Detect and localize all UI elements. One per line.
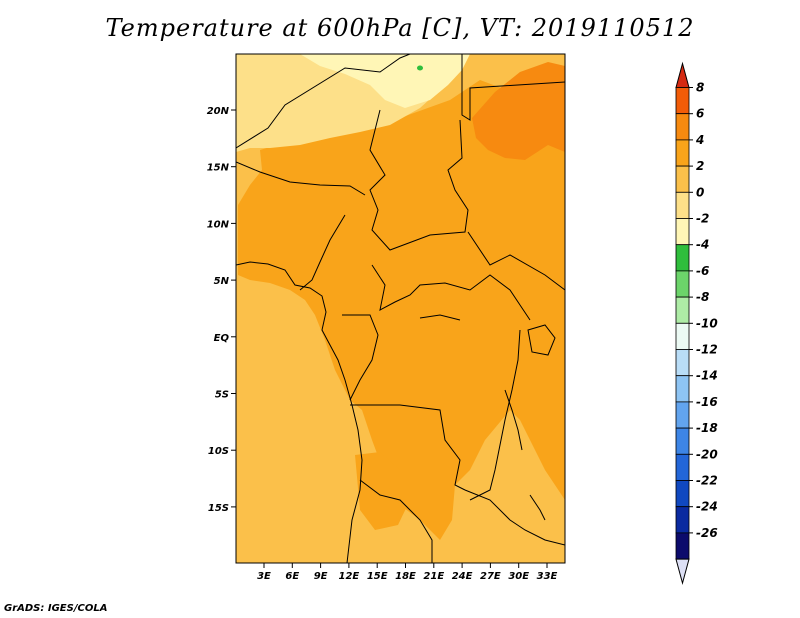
field-band-2-4-south <box>355 452 410 530</box>
colorbar-top-arrow <box>675 61 690 88</box>
lon-label: 33E <box>537 571 558 582</box>
lon-label: 6E <box>285 571 299 582</box>
colorbar-segment <box>675 322 690 350</box>
border-congo <box>342 314 379 401</box>
field-spot-minus6 <box>417 65 423 71</box>
border-zambia <box>464 489 565 546</box>
field-band-4-6 <box>472 62 565 160</box>
field-band-minus4-minus2 <box>300 54 470 108</box>
field-band-2-4 <box>238 80 565 540</box>
lat-label: 15S <box>208 503 229 514</box>
colorbar-segment <box>675 375 690 403</box>
lat-label: 20N <box>207 106 230 117</box>
lon-label: 12E <box>339 571 360 582</box>
lat-label: 10N <box>207 219 230 230</box>
colorbar-segment <box>675 218 690 246</box>
colorbar-segment <box>675 87 690 115</box>
lake-malawi <box>529 494 546 521</box>
colorbar-label: -22 <box>696 474 718 488</box>
colorbar-label: -4 <box>696 238 709 252</box>
colorbar-label: -24 <box>696 500 718 514</box>
lat-label: 5S <box>215 390 229 401</box>
colorbar-label: 4 <box>695 133 704 147</box>
colorbar-segment <box>675 191 690 219</box>
colorbar: 8 6 4 2 0 -2 -4 -6 -8 -10 -12 -14 -16 -18 -20 -22 -24 -26 <box>675 61 718 586</box>
grads-credit: GrADS: IGES/COLA <box>4 603 108 614</box>
colorbar-label: -10 <box>696 316 718 330</box>
border-sudan <box>467 231 565 291</box>
lon-label: 24E <box>452 571 473 582</box>
latitude-axis: 20N 15N 10N 5N EQ 5S 10S 15S <box>207 106 236 514</box>
lon-label: 15E <box>367 571 388 582</box>
colorbar-segment <box>675 139 690 167</box>
border-drc-angola <box>350 404 466 491</box>
lon-label: 21E <box>423 571 444 582</box>
lon-label: 9E <box>314 571 328 582</box>
lake-tanganyika <box>504 389 523 451</box>
border-north <box>236 54 411 149</box>
colorbar-label: 6 <box>696 107 704 121</box>
colorbar-segment <box>675 532 690 560</box>
lon-label: 30E <box>508 571 529 582</box>
lat-label: EQ <box>214 333 230 344</box>
colorbar-segment <box>675 296 690 324</box>
colorbar-bottom-arrow <box>675 558 690 586</box>
colorbar-segment <box>675 113 690 141</box>
border-chad <box>369 109 469 251</box>
colorbar-segment <box>675 401 690 429</box>
border-east-sahara <box>461 54 565 121</box>
lat-label: 5N <box>214 276 230 287</box>
border-car <box>371 264 531 321</box>
colorbar-label: -2 <box>696 212 709 226</box>
colorbar-segment <box>675 349 690 377</box>
temperature-field <box>236 54 565 563</box>
colorbar-segment <box>675 165 690 193</box>
colorbar-label: -20 <box>696 447 718 461</box>
colorbar-label: -8 <box>696 290 709 304</box>
lat-label: 15N <box>207 163 230 174</box>
colorbar-label: -18 <box>696 421 718 435</box>
border-nigeria-cameroon <box>299 214 346 291</box>
colorbar-label: 2 <box>696 159 704 173</box>
lon-label: 3E <box>257 571 271 582</box>
border-niger-nigeria <box>236 161 366 196</box>
lon-label: 18E <box>395 571 416 582</box>
colorbar-label: -14 <box>696 369 718 383</box>
country-borders <box>236 54 565 563</box>
map-title: Temperature at 600hPa [C], VT: 201911051… <box>105 14 695 42</box>
border-angola-south <box>359 479 433 563</box>
colorbar-segment <box>675 427 690 455</box>
colorbar-segment <box>675 506 690 534</box>
colorbar-label: 8 <box>696 81 704 95</box>
colorbar-segment <box>675 270 690 298</box>
river-congo <box>419 314 461 321</box>
colorbar-label: -6 <box>696 264 709 278</box>
colorbar-segment <box>675 453 690 481</box>
colorbar-segment <box>675 480 690 508</box>
colorbar-label: -12 <box>696 343 718 357</box>
colorbar-label: 0 <box>696 185 704 199</box>
colorbar-label: -26 <box>696 526 718 540</box>
colorbar-label: -16 <box>696 395 718 409</box>
lake-victoria <box>527 324 556 356</box>
lon-label: 27E <box>480 571 501 582</box>
lat-label: 10S <box>208 446 229 457</box>
border-drc-east <box>469 329 521 501</box>
colorbar-segment <box>675 244 690 272</box>
longitude-axis: 3E 6E 9E 12E 15E 18E 21E 24E 27E 30E 33E <box>257 563 558 582</box>
coastline-west <box>236 261 363 563</box>
map-frame <box>235 53 566 564</box>
